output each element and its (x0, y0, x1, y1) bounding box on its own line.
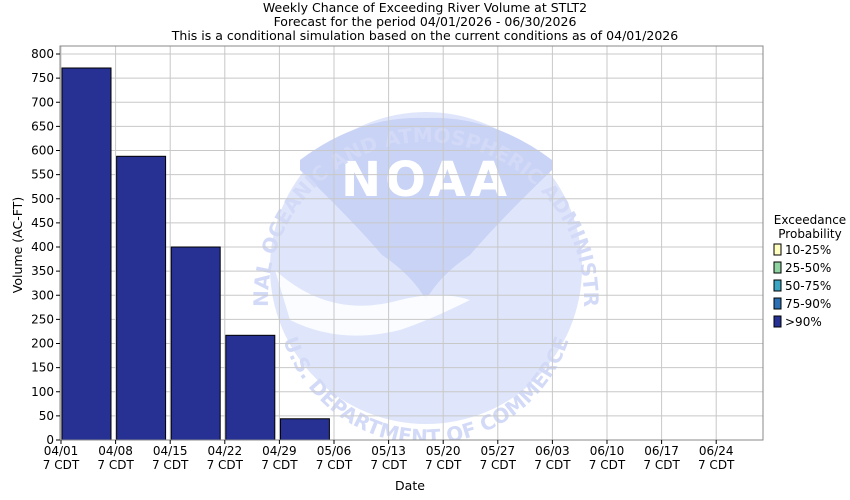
bar (279, 418, 330, 441)
legend-swatch (773, 261, 782, 274)
y-axis: 0 50 100 150 200 250 300 350 400 450 500 550 600 650 7… (31, 47, 60, 447)
y-tick-label: 400 (31, 240, 54, 254)
legend-title-line-2: Probability (778, 227, 841, 241)
x-tick-label-time: 7 CDT (316, 458, 353, 472)
bar (61, 67, 112, 441)
noaa-logo-bird (300, 117, 552, 300)
chart-title-line-1: Weekly Chance of Exceeding River Volume … (263, 0, 587, 15)
legend-item-label: >90% (785, 315, 822, 329)
x-tick-label-date: 06/17 (644, 444, 679, 458)
x-tick-label-time: 7 CDT (207, 458, 244, 472)
legend-swatch (773, 315, 782, 328)
y-tick-label: 550 (31, 168, 54, 182)
y-tick-label: 0 (46, 433, 54, 447)
bar (225, 334, 276, 441)
y-tick-label: 50 (39, 409, 54, 423)
y-tick-label: 500 (31, 192, 54, 206)
y-tick-label: 650 (31, 119, 54, 133)
legend-item-label: 50-75% (785, 279, 831, 293)
x-tick-label-date: 04/22 (208, 444, 243, 458)
x-tick-label-time: 7 CDT (589, 458, 626, 472)
y-tick-label: 250 (31, 312, 54, 326)
x-tick-label-time: 7 CDT (261, 458, 298, 472)
chart-title-line-2: Forecast for the period 04/01/2026 - 06/… (274, 14, 577, 29)
x-tick-label-time: 7 CDT (43, 458, 80, 472)
legend: Exceedance Probability 10-25% 25-50% 50-75… (773, 213, 846, 329)
legend-item-label: 75-90% (785, 297, 831, 311)
x-tick-label-date: 05/27 (481, 444, 516, 458)
plot-border (59, 45, 764, 441)
y-tick-label: 800 (31, 47, 54, 61)
x-tick-label-date: 04/08 (98, 444, 133, 458)
x-tick-label-time: 7 CDT (97, 458, 134, 472)
x-tick-label-date: 05/06 (317, 444, 352, 458)
x-tick-label-date: 04/15 (153, 444, 188, 458)
y-tick-label: 150 (31, 361, 54, 375)
x-tick-label-date: 04/01 (44, 444, 79, 458)
x-tick-label-date: 04/29 (262, 444, 297, 458)
x-tick-label-date: 06/24 (699, 444, 734, 458)
legend-swatch (773, 243, 782, 256)
bar (170, 246, 221, 441)
noaa-logo-text: NOAA (341, 152, 511, 208)
x-tick-label-time: 7 CDT (534, 458, 571, 472)
x-tick-label-date: 05/20 (426, 444, 461, 458)
y-tick-label: 750 (31, 71, 54, 85)
y-tick-label: 200 (31, 337, 54, 351)
y-tick-label: 300 (31, 288, 54, 302)
y-axis-label: Volume (AC-FT) (10, 197, 25, 293)
legend-item-label: 25-50% (785, 261, 831, 275)
legend-title-line-1: Exceedance (774, 213, 846, 227)
x-tick-label-date: 06/03 (535, 444, 570, 458)
x-tick-label-time: 7 CDT (370, 458, 407, 472)
x-tick-label-time: 7 CDT (425, 458, 462, 472)
y-tick-label: 600 (31, 144, 54, 158)
y-tick-label: 700 (31, 95, 54, 109)
legend-swatch (773, 279, 782, 292)
x-axis-label: Date (395, 478, 425, 493)
x-tick-label-time: 7 CDT (152, 458, 189, 472)
bars (61, 67, 330, 441)
x-tick-label-date: 05/13 (371, 444, 406, 458)
y-tick-label: 450 (31, 216, 54, 230)
x-tick-label-time: 7 CDT (480, 458, 517, 472)
legend-swatch (773, 297, 782, 310)
legend-item-label: 10-25% (785, 243, 831, 257)
y-tick-label: 100 (31, 385, 54, 399)
x-tick-label-date: 06/10 (590, 444, 625, 458)
chart-title-line-3: This is a conditional simulation based o… (171, 28, 678, 43)
y-tick-label: 350 (31, 264, 54, 278)
x-tick-label-time: 7 CDT (643, 458, 680, 472)
x-tick-label-time: 7 CDT (698, 458, 735, 472)
bar (116, 155, 167, 441)
